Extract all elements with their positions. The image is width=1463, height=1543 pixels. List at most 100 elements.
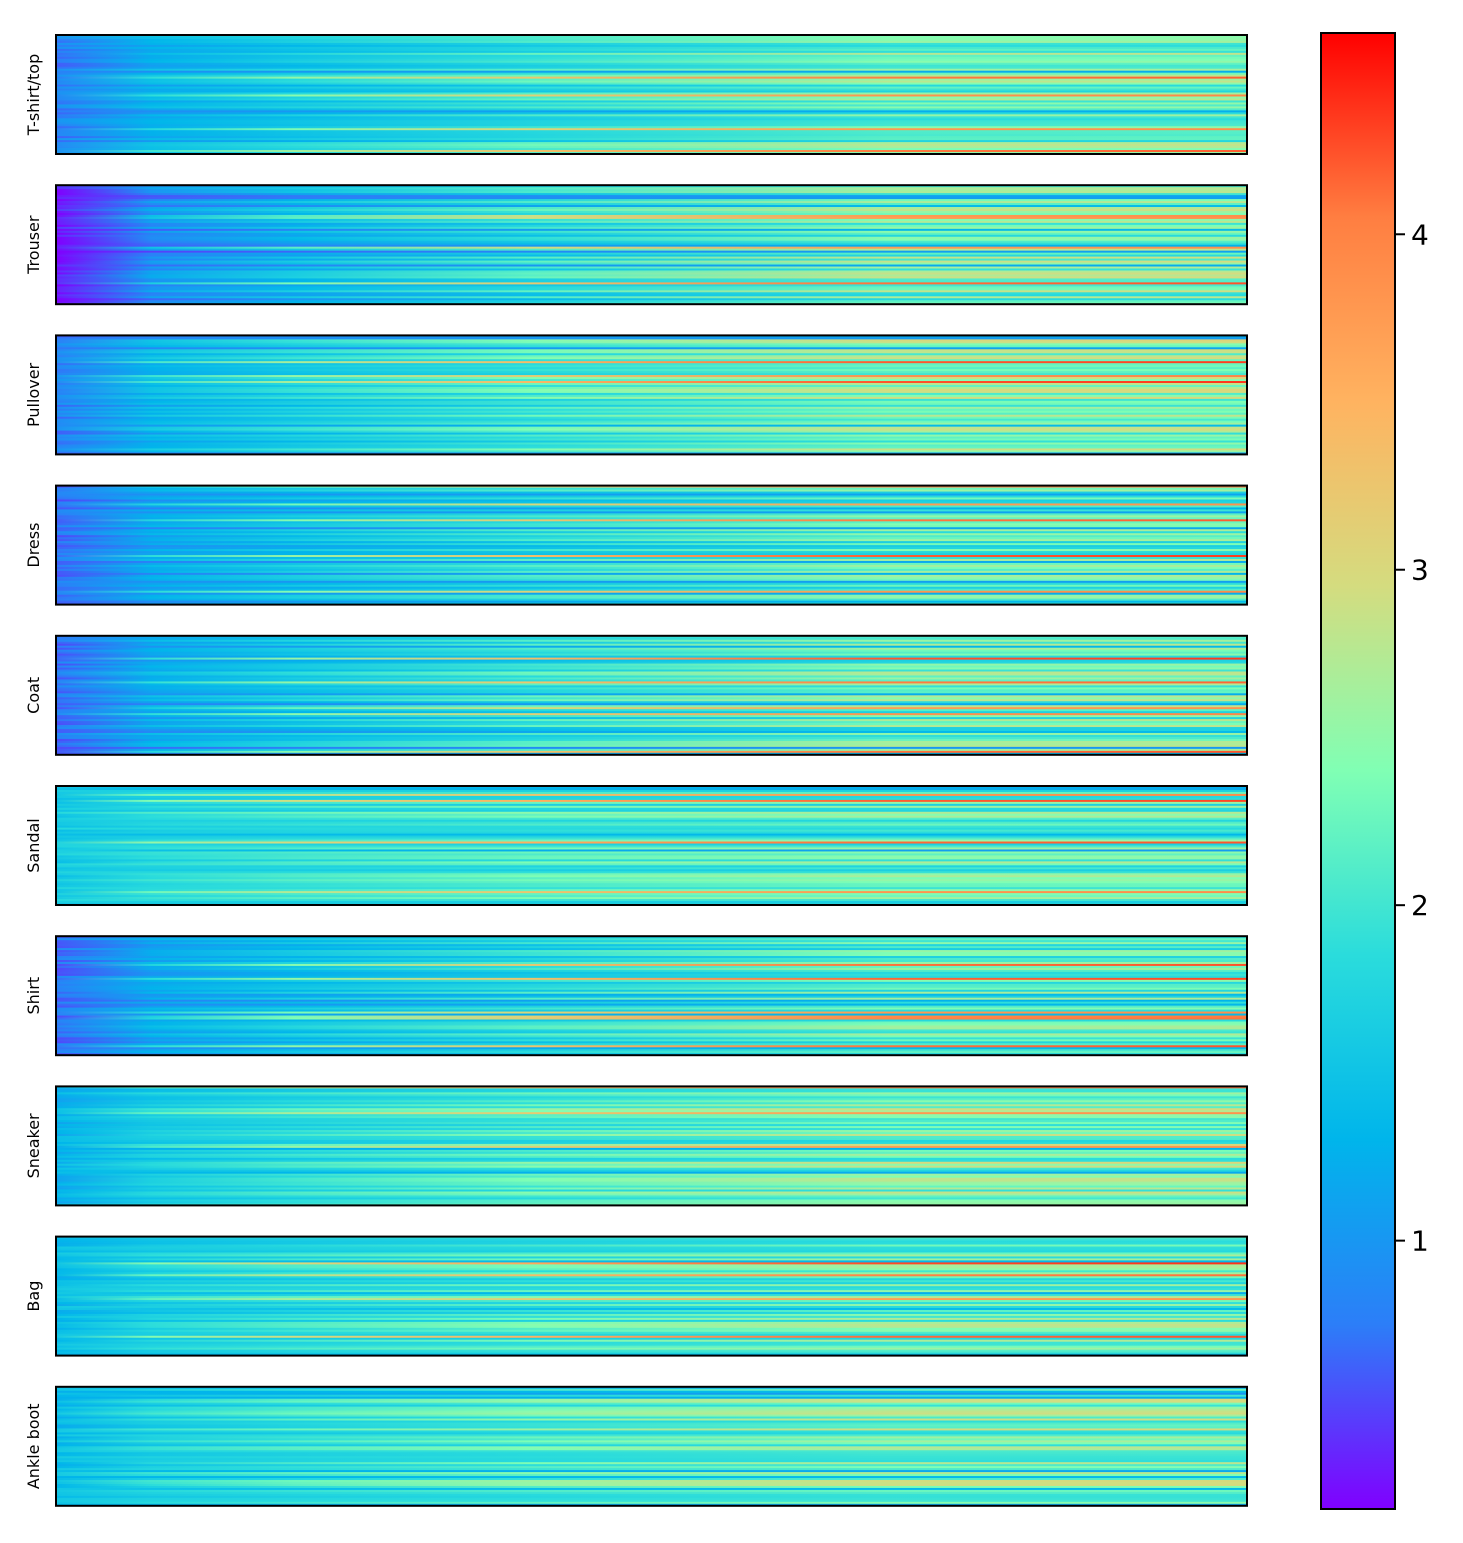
heatmap-row xyxy=(56,1250,1247,1253)
heatmap-row xyxy=(56,349,1247,352)
heatmap-row xyxy=(56,1276,1247,1279)
heatmap-row xyxy=(56,681,1247,684)
heatmap-row xyxy=(56,543,1247,546)
heatmap-row xyxy=(56,1284,1247,1287)
heatmap-row xyxy=(56,885,1247,888)
heatmap-row xyxy=(56,106,1247,109)
heatmap-row xyxy=(56,1171,1247,1175)
heatmap-row xyxy=(56,797,1247,801)
heatmap-row xyxy=(56,817,1247,821)
heatmap-row xyxy=(56,38,1247,42)
heatmap-row xyxy=(56,845,1247,848)
heatmap-row xyxy=(56,1177,1247,1181)
heatmap-row xyxy=(56,1169,1247,1173)
heatmap-row xyxy=(56,406,1247,410)
heatmap-row xyxy=(56,1444,1247,1447)
panel-label: Bag xyxy=(24,1281,43,1312)
heatmap-row xyxy=(56,118,1247,121)
heatmap-row xyxy=(56,359,1247,362)
heatmap-row xyxy=(56,1309,1247,1313)
heatmap-row xyxy=(56,189,1247,192)
heatmap-row xyxy=(56,1298,1247,1301)
heatmap-row xyxy=(56,963,1247,967)
heatmap-row xyxy=(56,570,1247,574)
heatmap-row xyxy=(56,1102,1247,1105)
heatmap-row xyxy=(56,809,1247,813)
heatmap-row xyxy=(56,1491,1247,1495)
heatmap-row xyxy=(56,1458,1247,1461)
heatmap-row xyxy=(56,1130,1247,1133)
heatmap-row xyxy=(56,699,1247,702)
colorbar-tick-label: 2 xyxy=(1411,889,1429,922)
heatmap-row xyxy=(56,228,1247,232)
heatmap-row xyxy=(56,940,1247,943)
heatmap-row xyxy=(56,408,1247,412)
heatmap-row xyxy=(56,1106,1247,1109)
heatmap-row xyxy=(56,246,1247,250)
heatmap-row xyxy=(56,1388,1247,1392)
heatmap-row xyxy=(56,981,1247,985)
heatmap-row xyxy=(56,663,1247,666)
heatmap-row xyxy=(56,867,1247,870)
heatmap-row xyxy=(56,224,1247,228)
heatmap-row xyxy=(56,1258,1247,1261)
heatmap-row xyxy=(56,555,1247,558)
heatmap-row xyxy=(56,379,1247,382)
heatmap-row xyxy=(56,1005,1247,1008)
heatmap-row xyxy=(56,357,1247,360)
heatmap-row xyxy=(56,493,1247,496)
heatmap-row xyxy=(56,651,1247,655)
heatmap-row xyxy=(56,1306,1247,1309)
heatmap-row xyxy=(56,791,1247,795)
heatmap-row xyxy=(56,679,1247,682)
heatmap-row xyxy=(56,568,1247,572)
heatmap-row xyxy=(56,1476,1247,1479)
heatmap-row xyxy=(56,893,1247,896)
heatmap-row xyxy=(56,1466,1247,1469)
heatmap-row xyxy=(56,292,1247,295)
heatmap-row xyxy=(56,1100,1247,1103)
heatmap-row xyxy=(56,1096,1247,1099)
heatmap-row xyxy=(56,1191,1247,1194)
heatmap-row xyxy=(56,1499,1247,1503)
heatmap-row xyxy=(56,396,1247,400)
heatmap-row xyxy=(56,272,1247,275)
heatmap-row xyxy=(56,1394,1247,1398)
heatmap-row xyxy=(56,355,1247,358)
heatmap-row xyxy=(56,242,1247,246)
heatmap-row xyxy=(56,1333,1247,1337)
heatmap-row xyxy=(56,1422,1247,1425)
heatmap-row xyxy=(56,58,1247,62)
heatmap-row xyxy=(56,993,1247,997)
heatmap-row xyxy=(56,489,1247,492)
heatmap-row xyxy=(56,689,1247,692)
heatmap-row xyxy=(56,203,1247,206)
heatmap-row xyxy=(56,1386,1247,1390)
heatmap-row xyxy=(56,220,1247,224)
heatmap-row xyxy=(56,1262,1247,1265)
heatmap-row xyxy=(56,345,1247,348)
heatmap-row xyxy=(56,1027,1247,1030)
heatmap-row xyxy=(56,104,1247,107)
heatmap-row xyxy=(56,1114,1247,1117)
heatmap-row xyxy=(56,491,1247,494)
colorbar-tick-label: 4 xyxy=(1411,218,1429,251)
heatmap-panel: Shirt xyxy=(24,935,1248,1057)
heatmap-row xyxy=(56,566,1247,570)
heatmap-row xyxy=(56,657,1247,660)
heatmap-row xyxy=(56,997,1247,1001)
heatmap-row xyxy=(56,46,1247,50)
heatmap-row xyxy=(56,707,1247,710)
heatmap-row xyxy=(56,859,1247,862)
heatmap-row xyxy=(56,112,1247,115)
panel-frame xyxy=(55,484,1248,606)
heatmap-row xyxy=(56,96,1247,99)
heatmap-row xyxy=(56,1480,1247,1483)
heatmap-row xyxy=(56,1398,1247,1402)
heatmap-row xyxy=(56,193,1247,196)
heatmap-row xyxy=(56,649,1247,653)
heatmap-row xyxy=(56,851,1247,854)
heatmap-row xyxy=(56,367,1247,370)
heatmap-row xyxy=(56,535,1247,538)
heatmap-row xyxy=(56,742,1247,746)
